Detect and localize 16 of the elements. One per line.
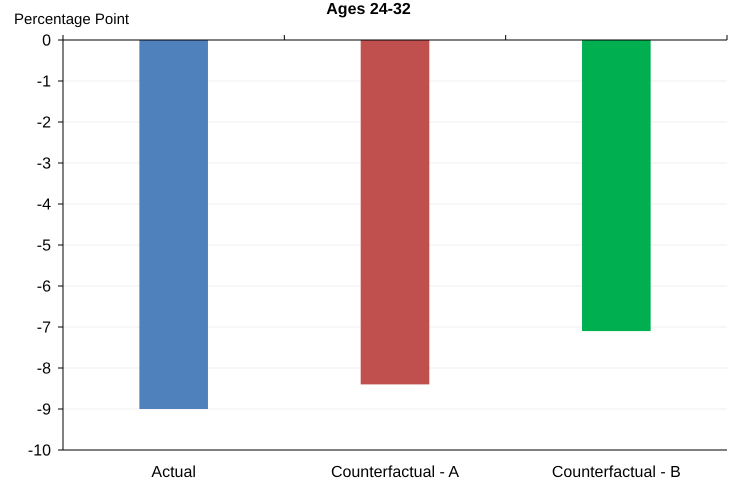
x-tick-label: Counterfactual - A (330, 464, 460, 481)
y-tick-label: -4 (36, 196, 52, 214)
chart-title: Ages 24-32 (326, 1, 411, 18)
y-tick-label: -2 (36, 114, 52, 132)
y-tick-label: 0 (42, 32, 52, 50)
y-tick-label: -1 (36, 74, 52, 91)
y-tick-label: -6 (36, 278, 52, 296)
y-tick-label: -9 (36, 402, 52, 419)
y-tick-label: -10 (28, 442, 52, 460)
x-tick-label: Actual (151, 464, 196, 481)
y-tick-label: -7 (36, 320, 52, 337)
x-tick-label: Counterfactual - B (552, 464, 681, 481)
y-tick-label: -3 (36, 156, 52, 173)
y-axis-title: Percentage Point (14, 11, 130, 28)
y-tick-label: -8 (36, 360, 52, 378)
y-tick-label: -5 (36, 238, 52, 255)
